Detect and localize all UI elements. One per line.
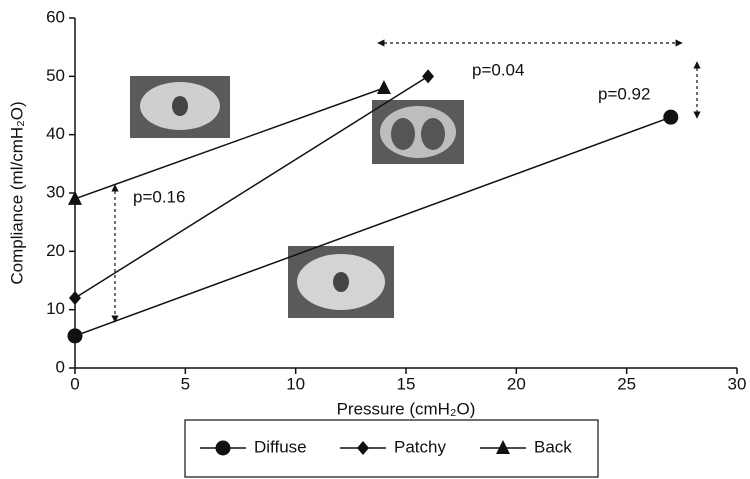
legend-label: Diffuse <box>254 437 307 456</box>
y-tick-label: 20 <box>46 241 65 260</box>
marker-diamond <box>69 291 81 305</box>
annotation: p=0.16 <box>133 187 185 206</box>
marker-triangle <box>377 80 391 94</box>
legend-label: Patchy <box>394 437 446 456</box>
legend-label: Back <box>534 437 572 456</box>
y-tick-label: 60 <box>46 7 65 26</box>
x-tick-label: 10 <box>286 374 305 393</box>
marker-circle <box>663 110 678 125</box>
marker-circle <box>216 441 231 456</box>
x-tick-label: 30 <box>728 374 747 393</box>
annotation: p=0.92 <box>598 84 650 103</box>
x-tick-label: 15 <box>397 374 416 393</box>
y-tick-label: 10 <box>46 299 65 318</box>
annotation: p=0.04 <box>472 60 524 79</box>
y-axis-label: Compliance (ml/cmH₂O) <box>7 101 26 284</box>
x-tick-label: 5 <box>181 374 190 393</box>
y-tick-label: 50 <box>46 66 65 85</box>
y-tick-label: 40 <box>46 124 65 143</box>
x-tick-label: 25 <box>617 374 636 393</box>
y-tick-label: 0 <box>56 357 65 376</box>
marker-diamond <box>422 69 434 83</box>
x-tick-label: 20 <box>507 374 526 393</box>
x-axis-label: Pressure (cmH₂O) <box>337 399 476 418</box>
marker-circle <box>68 328 83 343</box>
x-tick-label: 0 <box>70 374 79 393</box>
y-tick-label: 30 <box>46 182 65 201</box>
chart: Pressure (cmH₂O) Compliance (ml/cmH₂O) 0… <box>0 0 750 479</box>
